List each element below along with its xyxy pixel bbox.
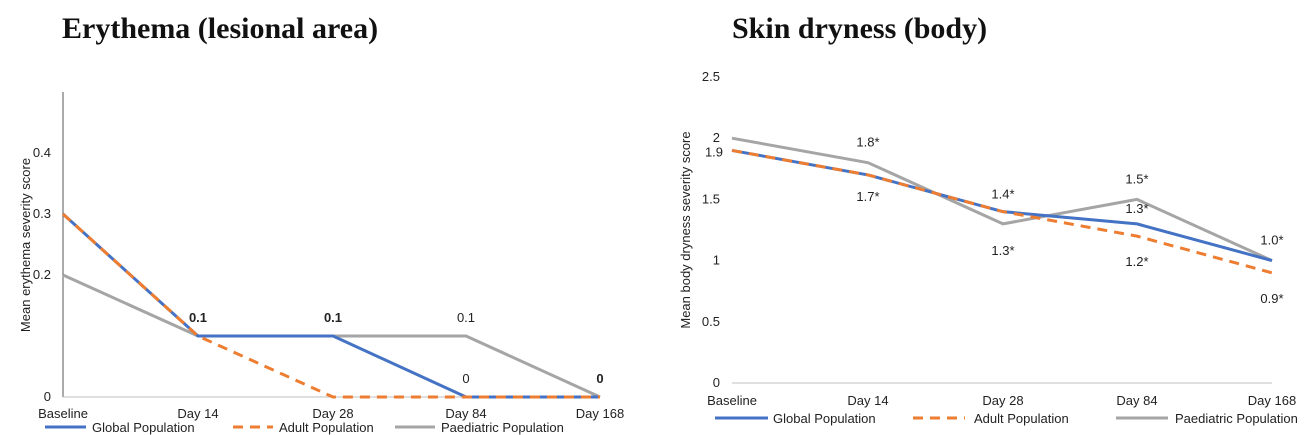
y-tick-label: 1.5 bbox=[702, 191, 720, 206]
x-tick-label: Day 168 bbox=[1248, 393, 1296, 408]
data-label: 0.1 bbox=[189, 310, 207, 325]
legend-label: Paediatric Population bbox=[1175, 411, 1298, 426]
y-tick-label: 2.5 bbox=[702, 69, 720, 84]
data-label: 1.4* bbox=[991, 187, 1014, 202]
chart-title: Skin dryness (body) bbox=[732, 12, 987, 45]
y-axis-title: Mean body dryness severity score bbox=[678, 131, 693, 328]
x-tick-label: Day 14 bbox=[177, 406, 218, 421]
data-label: 1.8* bbox=[856, 135, 879, 150]
x-tick-label: Day 84 bbox=[1116, 393, 1157, 408]
legend-label: Global Population bbox=[92, 420, 195, 435]
data-label: 1.2* bbox=[1125, 254, 1148, 269]
skin-dryness-chart: Skin dryness (body) 0 0.5 1 1.5 2 2.5 Baseline D… bbox=[678, 12, 1298, 426]
legend-label: Global Population bbox=[773, 411, 876, 426]
series-line-adult-population bbox=[61, 212, 600, 399]
y-tick-label: 0.4 bbox=[33, 145, 51, 160]
y-tick-label: 0 bbox=[713, 375, 720, 390]
data-label: 1.5* bbox=[1125, 171, 1148, 186]
x-tick-label: Day 168 bbox=[576, 406, 624, 421]
data-label: 0.9* bbox=[1260, 291, 1283, 306]
y-tick-label: 0.5 bbox=[702, 314, 720, 329]
x-tick-label: Day 84 bbox=[445, 406, 486, 421]
y-tick-label: 0.2 bbox=[33, 267, 51, 282]
data-label: 1.7* bbox=[856, 189, 879, 204]
x-tick-label: Baseline bbox=[707, 393, 757, 408]
data-label: 0 bbox=[462, 371, 469, 386]
data-label: 0.1 bbox=[324, 310, 342, 325]
x-tick-label: Day 14 bbox=[847, 393, 888, 408]
data-label: 0.1 bbox=[457, 310, 475, 325]
data-label: 1.3* bbox=[991, 243, 1014, 258]
chart-title: Erythema (lesional area) bbox=[62, 12, 378, 45]
legend-label: Adult Population bbox=[279, 420, 374, 435]
data-label: 1.3* bbox=[1125, 201, 1148, 216]
data-label: 1.0* bbox=[1260, 233, 1283, 248]
data-label: 1.9 bbox=[705, 144, 723, 159]
y-tick-label: 1 bbox=[713, 253, 720, 268]
series-line-adult-population bbox=[731, 148, 1273, 275]
data-label: 0 bbox=[596, 371, 603, 386]
legend-label: Adult Population bbox=[974, 411, 1069, 426]
y-axis-title: Mean erythema severity score bbox=[18, 158, 33, 332]
y-tick-label: 0 bbox=[44, 389, 51, 404]
legend-label: Paediatric Population bbox=[441, 420, 564, 435]
x-tick-label: Baseline bbox=[38, 406, 88, 421]
series-line-global-population bbox=[61, 212, 600, 399]
y-tick-label: 0.3 bbox=[33, 206, 51, 221]
x-tick-label: Day 28 bbox=[982, 393, 1023, 408]
y-tick-label: 2 bbox=[713, 130, 720, 145]
x-tick-label: Day 28 bbox=[312, 406, 353, 421]
erythema-chart: Erythema (lesional area) 0 0.2 0.3 0.4 Baseli… bbox=[18, 12, 624, 435]
series-line-paediatric-population bbox=[731, 136, 1273, 262]
